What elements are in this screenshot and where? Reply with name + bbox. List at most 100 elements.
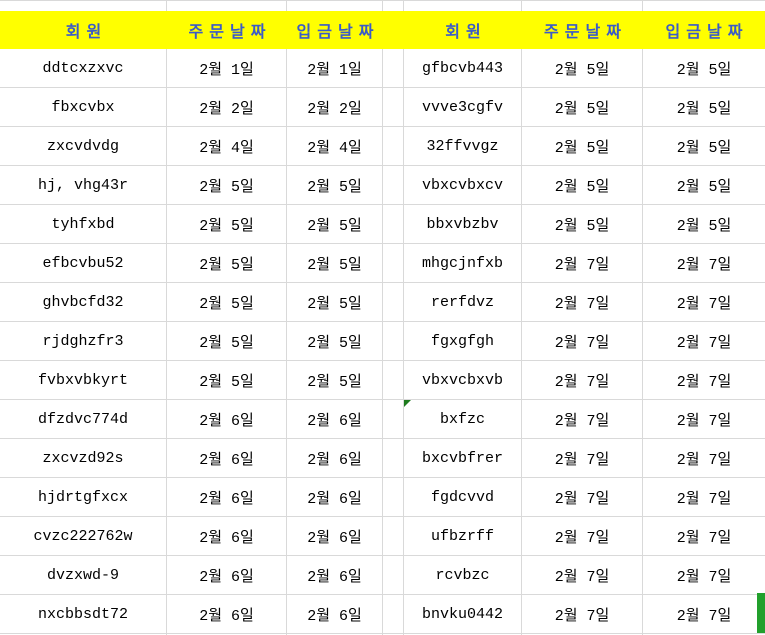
order-date-cell[interactable]: 2월 5일 bbox=[167, 283, 287, 322]
deposit-date-cell[interactable]: 2월 7일 bbox=[643, 517, 765, 556]
member-cell[interactable]: bbxvbzbv bbox=[404, 205, 522, 244]
deposit-date-cell[interactable]: 2월 5일 bbox=[287, 361, 383, 400]
member-cell[interactable]: hjdrtgfxcx bbox=[0, 478, 167, 517]
spacer-cell[interactable] bbox=[383, 595, 404, 634]
member-cell[interactable]: cvzc222762w bbox=[0, 517, 167, 556]
deposit-date-cell[interactable]: 2월 5일 bbox=[643, 49, 765, 88]
member-cell[interactable]: hj, vhg43r bbox=[0, 166, 167, 205]
order-date-cell[interactable]: 2월 4일 bbox=[167, 127, 287, 166]
order-date-cell[interactable]: 2월 2일 bbox=[167, 88, 287, 127]
order-date-cell[interactable]: 2월 7일 bbox=[522, 478, 643, 517]
deposit-date-cell[interactable]: 2월 7일 bbox=[643, 322, 765, 361]
spacer-cell[interactable] bbox=[383, 556, 404, 595]
order-date-cell[interactable]: 2월 5일 bbox=[167, 166, 287, 205]
member-cell[interactable]: efbcvbu52 bbox=[0, 244, 167, 283]
member-cell[interactable]: 32ffvvgz bbox=[404, 127, 522, 166]
deposit-date-cell[interactable]: 2월 7일 bbox=[643, 361, 765, 400]
deposit-date-cell[interactable]: 2월 5일 bbox=[287, 205, 383, 244]
header-order-date-left[interactable]: 주문날짜 bbox=[188, 24, 272, 41]
order-date-cell[interactable]: 2월 7일 bbox=[522, 595, 643, 634]
deposit-date-cell[interactable]: 2월 7일 bbox=[643, 595, 765, 634]
member-cell[interactable]: rcvbzc bbox=[404, 556, 522, 595]
member-cell[interactable]: vbxcvbxcv bbox=[404, 166, 522, 205]
order-date-cell[interactable]: 2월 7일 bbox=[522, 556, 643, 595]
member-cell[interactable]: bxfzc bbox=[404, 400, 522, 439]
order-date-cell[interactable]: 2월 6일 bbox=[167, 478, 287, 517]
order-date-cell[interactable]: 2월 6일 bbox=[167, 400, 287, 439]
header-deposit-date-right[interactable]: 입금날짜 bbox=[665, 24, 749, 41]
spacer-cell[interactable] bbox=[383, 400, 404, 439]
member-cell[interactable]: vvve3cgfv bbox=[404, 88, 522, 127]
member-cell[interactable]: zxcvdvdg bbox=[0, 127, 167, 166]
member-cell[interactable]: mhgcjnfxb bbox=[404, 244, 522, 283]
member-cell[interactable]: bnvku0442 bbox=[404, 595, 522, 634]
order-date-cell[interactable]: 2월 5일 bbox=[522, 49, 643, 88]
member-cell[interactable]: dvzxwd-9 bbox=[0, 556, 167, 595]
spacer-cell[interactable] bbox=[383, 205, 404, 244]
spacer-cell[interactable] bbox=[383, 322, 404, 361]
deposit-date-cell[interactable]: 2월 1일 bbox=[287, 49, 383, 88]
order-date-cell[interactable]: 2월 7일 bbox=[522, 244, 643, 283]
spacer-cell[interactable] bbox=[383, 361, 404, 400]
order-date-cell[interactable]: 2월 7일 bbox=[522, 322, 643, 361]
order-date-cell[interactable]: 2월 6일 bbox=[167, 439, 287, 478]
deposit-date-cell[interactable]: 2월 7일 bbox=[643, 244, 765, 283]
deposit-date-cell[interactable]: 2월 6일 bbox=[287, 400, 383, 439]
order-date-cell[interactable]: 2월 5일 bbox=[522, 205, 643, 244]
deposit-date-cell[interactable]: 2월 5일 bbox=[287, 283, 383, 322]
member-cell[interactable]: fgdcvvd bbox=[404, 478, 522, 517]
grid-cell-stub[interactable] bbox=[287, 1, 383, 11]
deposit-date-cell[interactable]: 2월 6일 bbox=[287, 478, 383, 517]
deposit-date-cell[interactable]: 2월 7일 bbox=[643, 400, 765, 439]
deposit-date-cell[interactable]: 2월 6일 bbox=[287, 556, 383, 595]
order-date-cell[interactable]: 2월 7일 bbox=[522, 361, 643, 400]
deposit-date-cell[interactable]: 2월 6일 bbox=[287, 595, 383, 634]
member-cell[interactable]: zxcvzd92s bbox=[0, 439, 167, 478]
member-cell[interactable]: ddtcxzxvc bbox=[0, 49, 167, 88]
grid-cell-stub[interactable] bbox=[404, 1, 522, 11]
header-member-left[interactable]: 회원 bbox=[65, 24, 108, 41]
deposit-date-cell[interactable]: 2월 5일 bbox=[287, 244, 383, 283]
spacer-cell[interactable] bbox=[383, 244, 404, 283]
deposit-date-cell[interactable]: 2월 6일 bbox=[287, 517, 383, 556]
order-date-cell[interactable]: 2월 5일 bbox=[522, 127, 643, 166]
member-cell[interactable]: fgxgfgh bbox=[404, 322, 522, 361]
order-date-cell[interactable]: 2월 5일 bbox=[167, 244, 287, 283]
member-cell[interactable]: gfbcvb443 bbox=[404, 49, 522, 88]
spacer-cell[interactable] bbox=[383, 283, 404, 322]
member-cell[interactable]: rjdghzfr3 bbox=[0, 322, 167, 361]
spacer-cell[interactable] bbox=[383, 127, 404, 166]
member-cell[interactable]: ufbzrff bbox=[404, 517, 522, 556]
order-date-cell[interactable]: 2월 6일 bbox=[167, 595, 287, 634]
order-date-cell[interactable]: 2월 5일 bbox=[167, 322, 287, 361]
order-date-cell[interactable]: 2월 7일 bbox=[522, 283, 643, 322]
order-date-cell[interactable]: 2월 6일 bbox=[167, 556, 287, 595]
order-date-cell[interactable]: 2월 7일 bbox=[522, 439, 643, 478]
order-date-cell[interactable]: 2월 7일 bbox=[522, 517, 643, 556]
header-member-right[interactable]: 회원 bbox=[445, 24, 487, 41]
order-date-cell[interactable]: 2월 5일 bbox=[167, 361, 287, 400]
deposit-date-cell[interactable]: 2월 5일 bbox=[287, 166, 383, 205]
deposit-date-cell[interactable]: 2월 7일 bbox=[643, 439, 765, 478]
order-date-cell[interactable]: 2월 6일 bbox=[167, 517, 287, 556]
order-date-cell[interactable]: 2월 7일 bbox=[522, 400, 643, 439]
member-cell[interactable]: fbxcvbx bbox=[0, 88, 167, 127]
spacer-cell[interactable] bbox=[383, 439, 404, 478]
deposit-date-cell[interactable]: 2월 5일 bbox=[643, 166, 765, 205]
deposit-date-cell[interactable]: 2월 6일 bbox=[287, 439, 383, 478]
member-cell[interactable]: nxcbbsdt72 bbox=[0, 595, 167, 634]
member-cell[interactable]: bxcvbfrer bbox=[404, 439, 522, 478]
deposit-date-cell[interactable]: 2월 5일 bbox=[287, 322, 383, 361]
spacer-cell[interactable] bbox=[383, 478, 404, 517]
member-cell[interactable]: dfzdvc774d bbox=[0, 400, 167, 439]
order-date-cell[interactable]: 2월 5일 bbox=[522, 166, 643, 205]
deposit-date-cell[interactable]: 2월 5일 bbox=[643, 205, 765, 244]
header-order-date-right[interactable]: 주문날짜 bbox=[544, 24, 627, 41]
spacer-cell[interactable] bbox=[383, 517, 404, 556]
grid-cell-stub[interactable] bbox=[522, 1, 643, 11]
deposit-date-cell[interactable]: 2월 4일 bbox=[287, 127, 383, 166]
grid-cell-stub[interactable] bbox=[0, 1, 167, 11]
spacer-cell[interactable] bbox=[383, 166, 404, 205]
deposit-date-cell[interactable]: 2월 7일 bbox=[643, 556, 765, 595]
header-deposit-date-left[interactable]: 입금날짜 bbox=[296, 24, 380, 41]
